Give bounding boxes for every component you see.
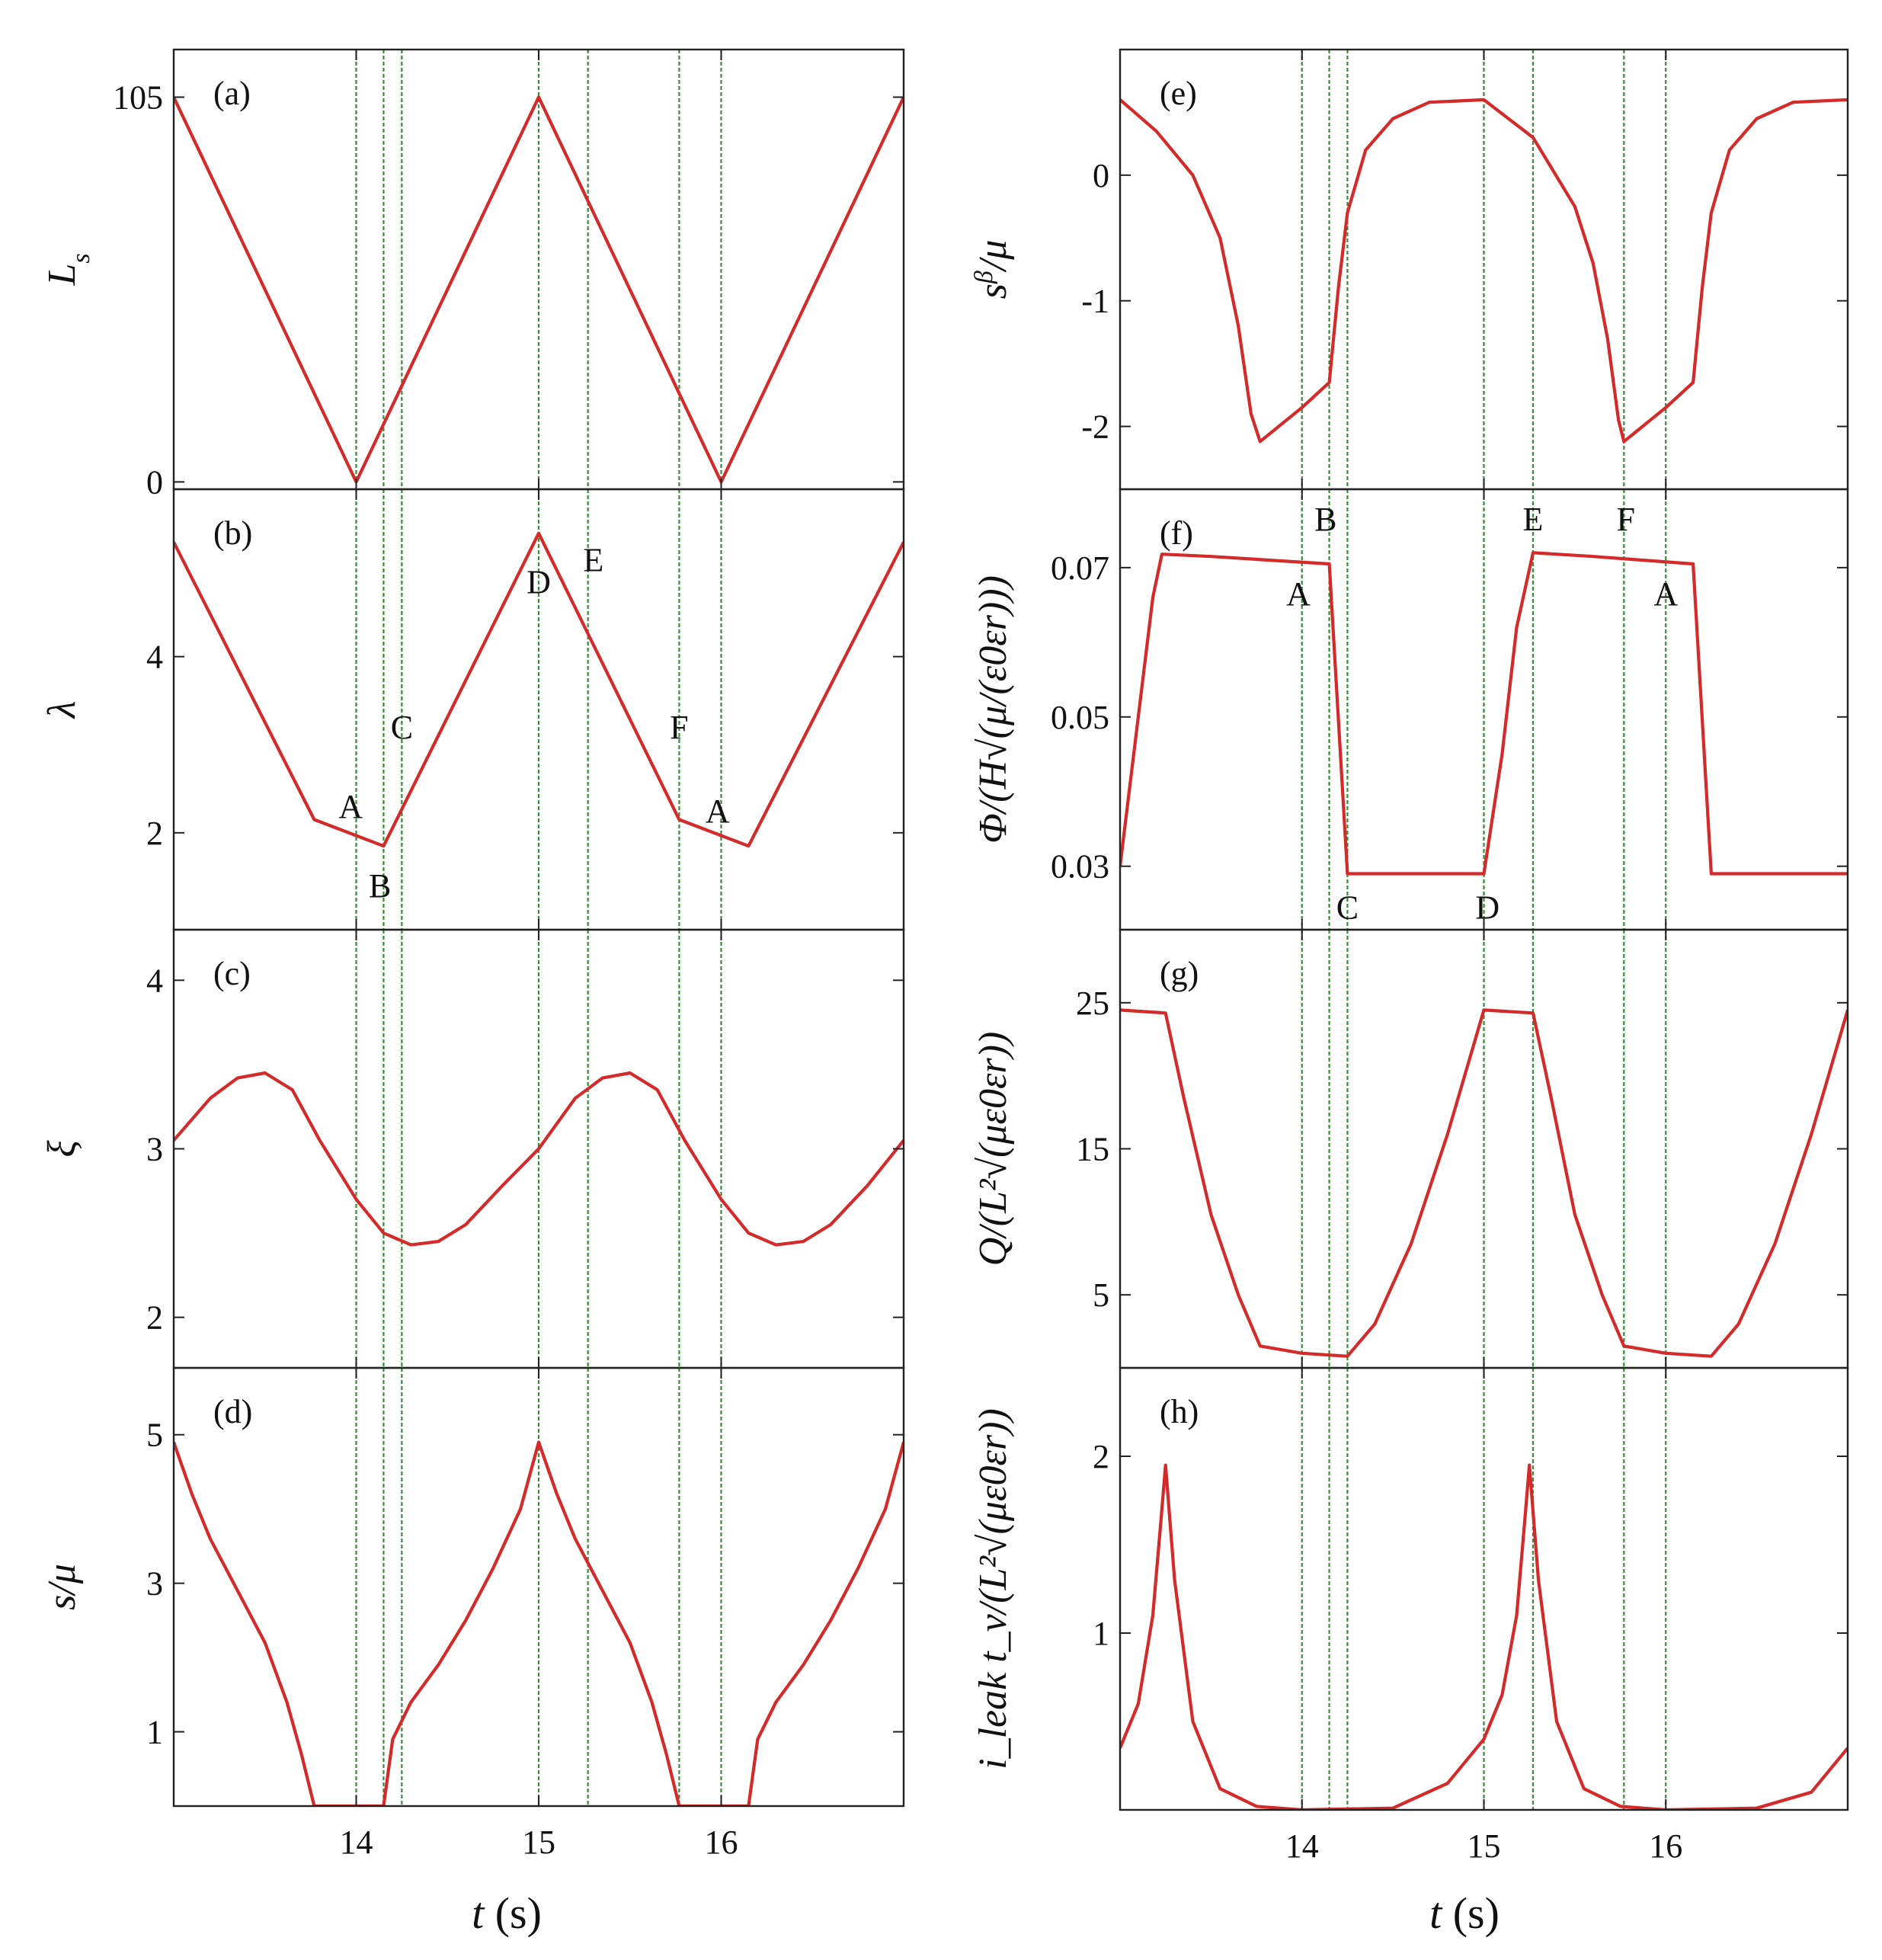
panel-a: 0 105 (a) Ls [40,48,905,501]
panel-d: 1 3 5 14 15 16 (d) s/μ [40,1366,905,1861]
panel-h: 1 2 14 15 16 (h) i_leak t_v/(L²√(με0εr)) [971,1366,1849,1865]
panel-label: (h) [1160,1393,1199,1430]
series-line [1120,551,1848,876]
y-tick-label: 2 [1093,1438,1109,1475]
y-tick-label: 3 [146,1131,163,1168]
point-annotation: A [1286,575,1311,613]
point-annotation: B [1314,501,1336,538]
panel-f: 0.030.050.07(f)Φ/(H√(μ/(ε0εr)))B E FA AC D [971,488,1849,931]
x-tick-label: 14 [1285,1827,1319,1865]
point-annotation: D [527,563,551,600]
y-tick-label: 25 [1076,985,1109,1022]
y-tick-label: -1 [1081,283,1109,320]
panel-g: 5 15 25 (g) Q/(L²√(με0εr)) [971,928,1849,1369]
y-axis-label: i_leak t_v/(L²√(με0εr)) [971,1408,1015,1769]
y-tick-label: 0.05 [1051,699,1109,736]
series-line [1120,1008,1848,1358]
panel-c: 2 3 4 (c) ξ [40,928,905,1369]
y-tick-label: 1 [1093,1615,1109,1652]
y-tick-label: 1 [146,1714,163,1751]
panel-label: (a) [213,75,251,112]
series-line [174,531,904,848]
y-tick-label: 5 [146,1417,163,1454]
y-tick-label: 15 [1076,1131,1109,1168]
y-tick-label: 0.07 [1051,549,1109,587]
y-tick-label: 2 [146,1299,163,1337]
panel-label: (g) [1160,955,1199,992]
point-annotation: C [391,709,413,746]
y-tick-label: 4 [146,639,163,676]
y-tick-label: 3 [146,1565,163,1603]
y-axis-label: λ [40,701,84,720]
x-tick-label: 15 [522,1824,555,1861]
series-line [1120,1463,1848,1810]
y-axis-label: Φ/(H√(μ/(ε0εr))) [971,575,1015,844]
y-tick-label: 0 [1093,157,1109,194]
point-annotation: A [1653,575,1678,613]
y-axis-label: Ls [40,253,95,286]
point-annotation: B [369,867,391,905]
x-tick-label: 15 [1468,1827,1501,1865]
y-tick-label: 2 [146,815,163,852]
point-annotation: F [1616,501,1634,538]
panel-label: (f) [1160,514,1193,552]
y-tick-label: -2 [1081,408,1109,446]
point-annotation: E [1523,501,1544,538]
y-tick-label: 4 [146,962,163,999]
series-line [174,95,904,484]
point-annotation: A [338,788,363,825]
series-line [1120,98,1848,444]
x-tick-label: 16 [705,1824,738,1861]
point-annotation: C [1336,889,1359,927]
y-axis-label: ξ [40,1140,84,1158]
point-annotation: D [1475,889,1500,927]
y-axis-label: sβ/μ [970,240,1016,299]
y-tick-label: 105 [113,79,163,117]
point-annotation: F [670,709,688,746]
panel-e: -2 -1 0 (e) sβ/μ [970,48,1849,491]
x-axis-label-right: t (s) [1429,1888,1500,1938]
y-tick-label: 0.03 [1051,848,1109,886]
x-tick-label: 14 [340,1824,373,1861]
y-axis-label: s/μ [40,1564,84,1610]
point-annotation: E [583,541,603,578]
panel-b: 2 4 (b) λ A B C DE F A [40,488,905,931]
y-tick-label: 5 [1093,1276,1109,1314]
series-line [174,1071,904,1247]
x-axis-label-left: t (s) [472,1888,542,1938]
panel-label: (d) [213,1393,252,1430]
y-tick-label: 0 [146,463,163,501]
series-line [174,1440,904,1806]
panel-label: (c) [213,955,251,992]
point-annotation: A [706,793,730,830]
y-axis-label: Q/(L²√(με0εr)) [971,1032,1015,1267]
panel-label: (e) [1160,75,1197,112]
panel-label: (b) [213,514,252,552]
x-tick-label: 16 [1649,1827,1682,1865]
